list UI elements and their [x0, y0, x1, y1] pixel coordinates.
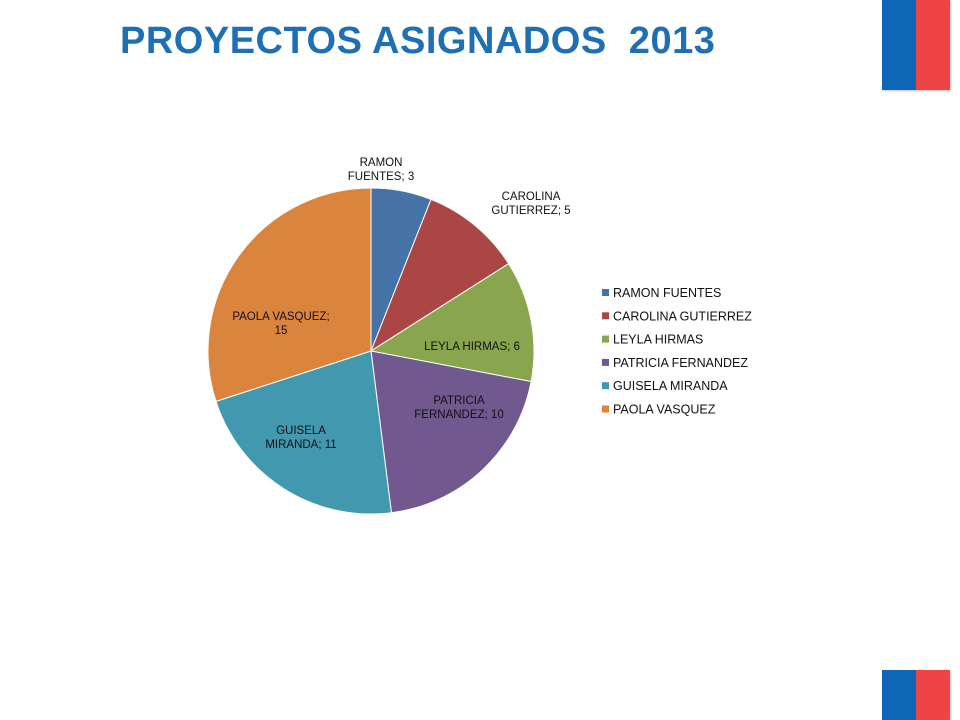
- legend-label: CAROLINA GUTIERREZ: [613, 309, 752, 323]
- legend-label: LEYLA HIRMAS: [613, 333, 703, 347]
- pie-slice-patricia-fernandez: [370, 350, 532, 514]
- legend-swatch: [602, 382, 609, 390]
- slice-labels: RAMON FUENTES; 3 CAROLINA GUTIERREZ; 5 LEYLA…: [232, 157, 570, 451]
- flag-blue-stripe: [882, 0, 916, 90]
- legend-swatch: [602, 312, 609, 320]
- slice-data-label: PATRICIA FERNANDEZ; 10: [414, 395, 503, 421]
- pie-slices: [207, 187, 535, 515]
- slice-data-label: GUISELA MIRANDA; 11: [265, 425, 336, 451]
- flag-red-stripe: [916, 0, 950, 90]
- page-title: PROYECTOS ASIGNADOS 2013: [120, 20, 716, 62]
- legend-swatch: [602, 405, 609, 413]
- pie-slice-paola-vasquez: [207, 187, 372, 403]
- legend-swatch: [602, 289, 609, 296]
- legend-label: GUISELA MIRANDA: [613, 379, 728, 393]
- flag-blue-stripe: [882, 670, 916, 720]
- chart-legend: RAMON FUENTES CAROLINA GUTIERREZ LEYLA HIR…: [602, 286, 752, 417]
- flag-icon: [882, 0, 950, 90]
- legend-label: PATRICIA FERNANDEZ: [613, 356, 748, 370]
- pie-slice-leyla-hirmas: [369, 262, 535, 383]
- legend-swatch: [602, 335, 609, 343]
- legend-label: RAMON FUENTES: [613, 286, 721, 300]
- slice-data-label: PAOLA VASQUEZ; 15: [232, 311, 329, 337]
- legend-label: PAOLA VASQUEZ: [613, 403, 716, 417]
- flag-icon: [882, 670, 950, 720]
- slice-data-label: LEYLA HIRMAS; 6: [424, 341, 520, 353]
- flag-red-stripe: [916, 670, 950, 720]
- slice-data-label: RAMON FUENTES; 3: [348, 157, 414, 183]
- pie-slice-carolina-gutierrez: [369, 198, 510, 353]
- pie-slice-guisela-miranda: [215, 350, 392, 515]
- slice-data-label: CAROLINA GUTIERREZ; 5: [491, 191, 570, 217]
- legend-swatch: [602, 358, 609, 366]
